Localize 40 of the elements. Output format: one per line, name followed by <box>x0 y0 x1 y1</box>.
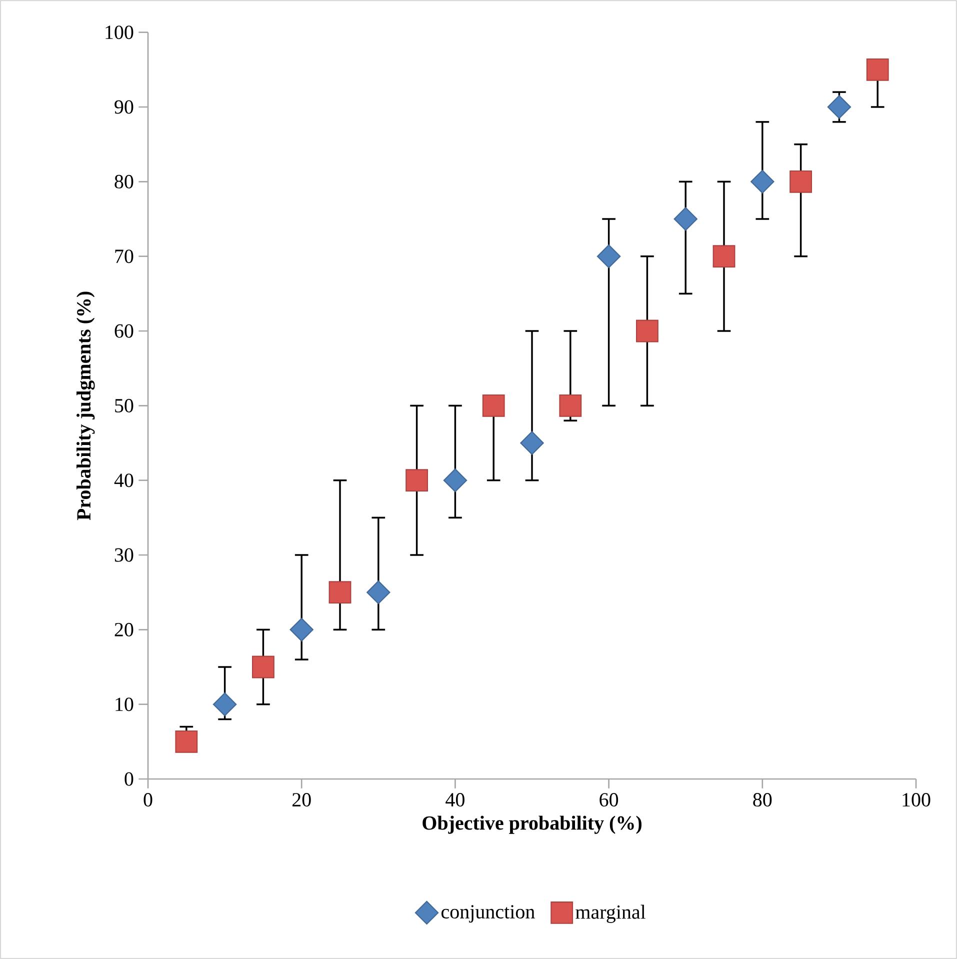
point <box>559 394 582 417</box>
point <box>482 394 505 417</box>
point <box>252 656 274 678</box>
point <box>866 58 889 81</box>
y-tick-label: 20 <box>114 622 134 636</box>
point <box>827 95 852 119</box>
y-tick-label: 60 <box>114 324 134 338</box>
point <box>366 580 390 604</box>
point <box>443 468 468 492</box>
y-tick-label: 80 <box>114 174 134 188</box>
point <box>636 320 658 342</box>
x-axis-title: Objective probability (%) <box>422 816 642 834</box>
point <box>750 170 774 194</box>
point <box>406 469 428 492</box>
point <box>212 692 237 716</box>
x-tick-label: 100 <box>902 793 930 807</box>
x-tick-label: 0 <box>144 793 152 807</box>
point <box>712 245 736 268</box>
point <box>596 244 621 268</box>
y-axis-title: Probability judgments (%) <box>76 292 95 520</box>
x-tick-label: 40 <box>446 793 464 807</box>
legend-label: conjunction <box>441 905 535 923</box>
x-tick-label: 60 <box>600 793 618 807</box>
point <box>674 207 698 231</box>
point <box>328 581 352 604</box>
point <box>290 618 314 642</box>
y-tick-label: 30 <box>114 548 134 562</box>
y-tick-label: 10 <box>116 698 134 712</box>
y-tick-label: 50 <box>115 398 134 412</box>
y-tick-label: 0 <box>124 772 134 786</box>
point <box>790 170 812 193</box>
y-tick-label: 40 <box>114 474 134 488</box>
y-tick-label: 70 <box>115 250 134 264</box>
y-tick-label: 90 <box>114 100 134 114</box>
point <box>175 730 198 753</box>
legend-label: marginal <box>576 904 646 923</box>
point <box>520 431 544 455</box>
x-tick-label: 20 <box>292 793 311 807</box>
x-tick-label: 80 <box>753 793 772 807</box>
y-tick-label: 100 <box>106 26 134 40</box>
